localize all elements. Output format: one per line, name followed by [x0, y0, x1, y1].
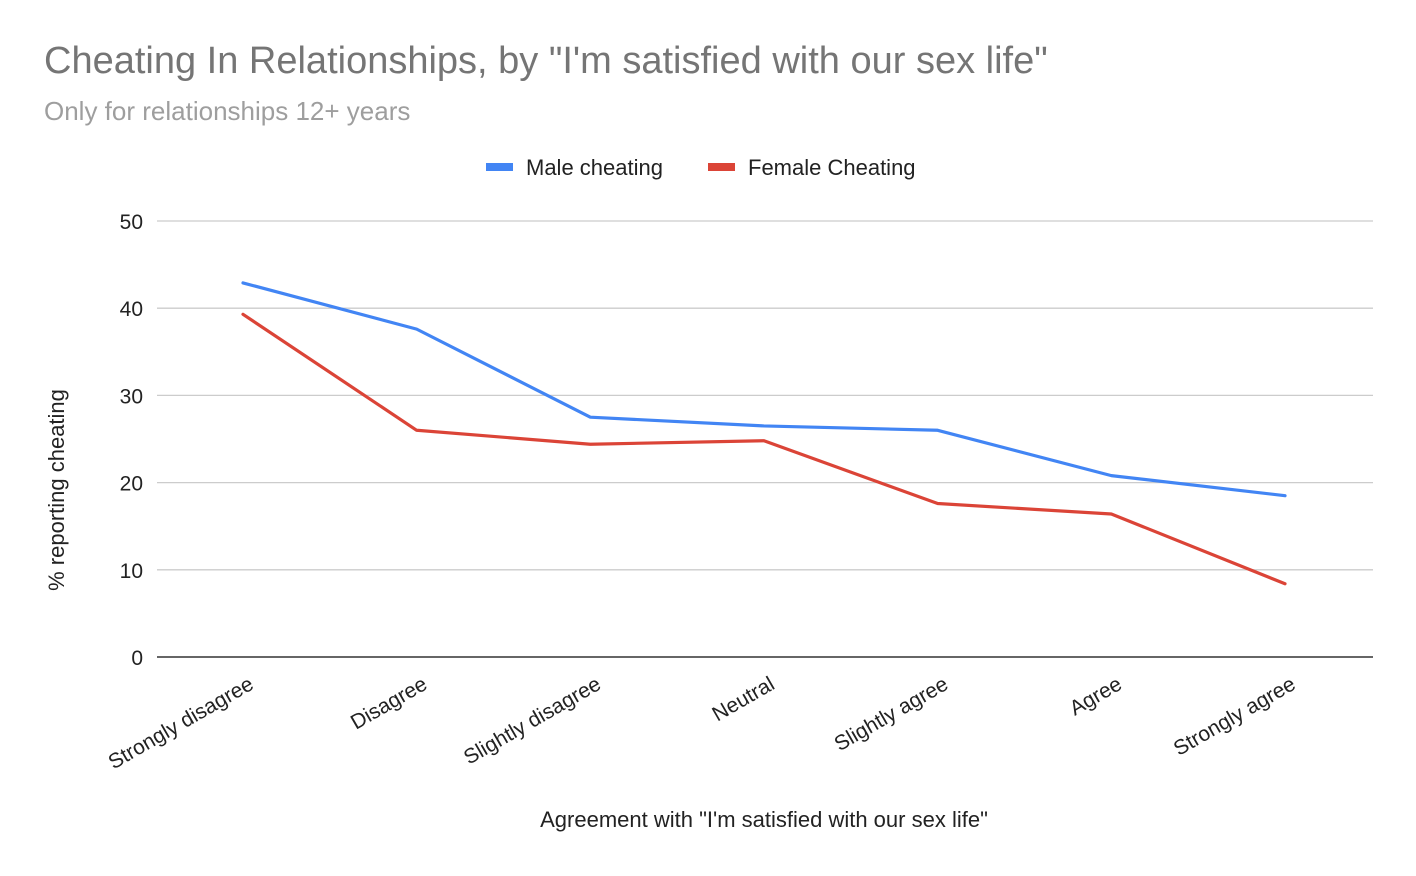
series-lines	[241, 281, 1287, 586]
x-tick-label: Slightly agree	[830, 672, 952, 756]
chart-title: Cheating In Relationships, by "I'm satis…	[44, 40, 1048, 82]
series-line-male	[241, 281, 1287, 498]
x-tick-label: Agree	[1066, 672, 1126, 720]
legend: Male cheating Female Cheating	[486, 155, 916, 180]
y-tick-label: 0	[131, 647, 143, 670]
gridlines	[157, 220, 1373, 571]
series-line-female	[241, 312, 1287, 586]
y-axis-ticks: 0 10 20 30 40 50	[120, 211, 143, 670]
x-tick-label: Neutral	[708, 672, 778, 726]
x-tick-label: Strongly agree	[1170, 672, 1300, 760]
y-tick-label: 10	[120, 560, 143, 583]
x-tick-label: Disagree	[347, 672, 431, 734]
x-axis-label: Agreement with "I'm satisfied with our s…	[540, 807, 988, 832]
y-tick-label: 30	[120, 385, 143, 408]
legend-label: Male cheating	[526, 155, 663, 180]
x-tick-label: Strongly disagree	[104, 672, 257, 774]
y-tick-label: 20	[120, 473, 143, 496]
y-tick-label: 50	[120, 211, 143, 234]
legend-swatch	[486, 163, 513, 171]
x-axis-ticks: Strongly disagree Disagree Slightly disagr…	[104, 672, 1299, 774]
chart-subtitle: Only for relationships 12+ years	[44, 96, 411, 126]
legend-label: Female Cheating	[748, 155, 916, 180]
y-tick-label: 40	[120, 298, 143, 321]
x-tick-label: Slightly disagree	[460, 672, 605, 769]
y-axis-label: % reporting cheating	[44, 389, 69, 591]
legend-swatch	[708, 163, 735, 171]
